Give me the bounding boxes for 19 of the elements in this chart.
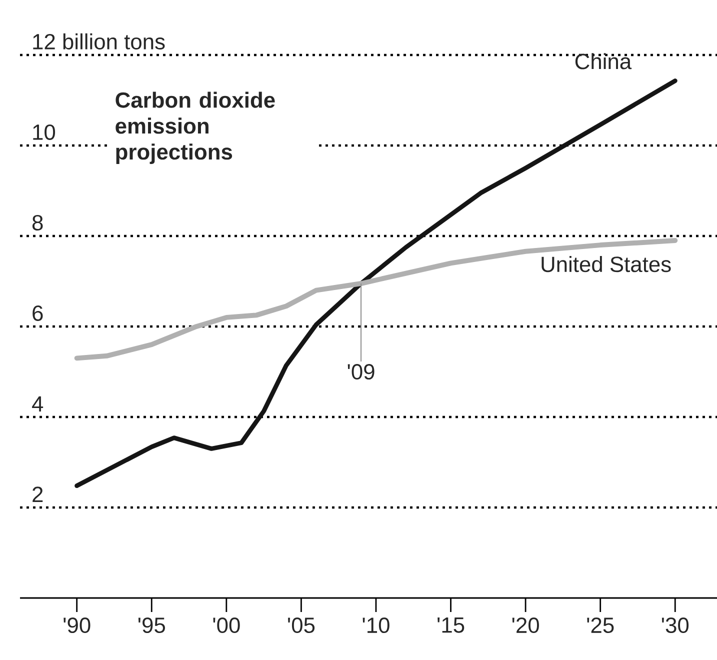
x-tick-label: '90 — [64, 618, 90, 634]
x-tick-label: '05 — [288, 618, 315, 634]
text: Carbon dioxide emission projections — [116, 92, 275, 164]
x-tick-label: '25 — [587, 618, 614, 634]
y-tick-label: 4 — [32, 396, 44, 412]
x-tick-label: '20 — [512, 618, 539, 634]
x-tick-label: '95 — [138, 618, 165, 634]
y-tick-label: 8 — [32, 214, 43, 230]
x-tick-label: '00 — [213, 618, 240, 634]
y-tick-label: 12 billion tons — [33, 33, 165, 50]
annotation: '09 — [348, 364, 374, 380]
y-tick-label: 2 — [32, 486, 43, 502]
y-tick-label: 6 — [32, 305, 43, 321]
y-tick-label: 10 — [33, 124, 56, 140]
series-label: United States — [542, 256, 671, 272]
series-label: China — [575, 53, 632, 70]
x-tick-label: '15 — [438, 618, 464, 633]
x-tick-label: '30 — [662, 618, 689, 634]
x-tick-label: '10 — [362, 618, 390, 634]
